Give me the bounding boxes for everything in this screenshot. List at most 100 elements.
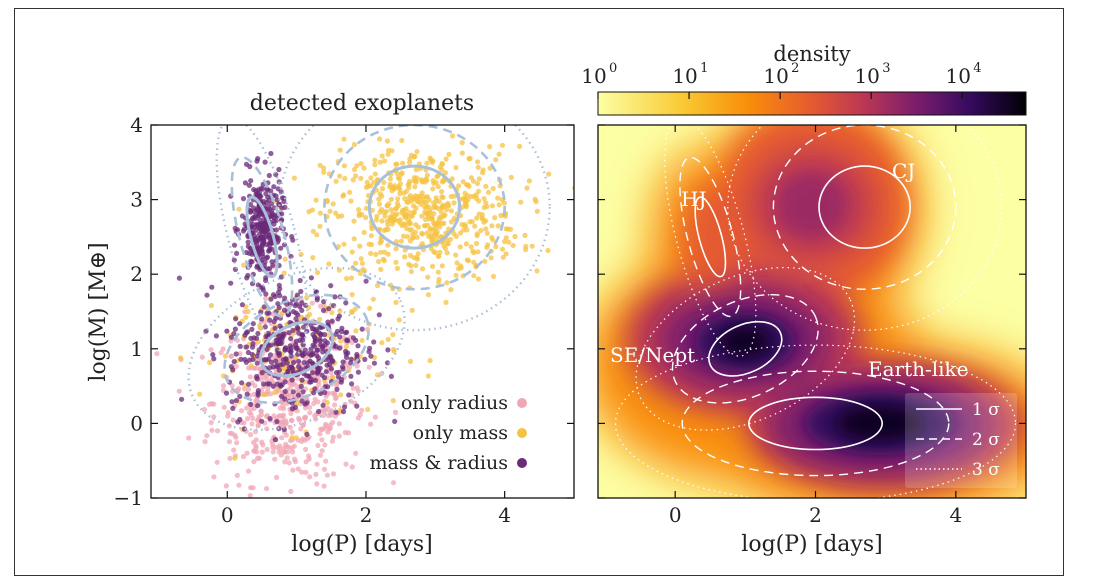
scatter-point	[495, 223, 501, 229]
scatter-point	[267, 365, 273, 371]
scatter-point	[349, 464, 355, 470]
scatter-point	[247, 201, 254, 208]
scatter-point	[290, 389, 296, 395]
scatter-point	[263, 275, 269, 281]
scatter-point	[501, 238, 508, 245]
scatter-point	[433, 195, 439, 201]
scatter-point	[245, 272, 251, 279]
scatter-point	[239, 380, 245, 386]
scatter-point	[312, 386, 318, 392]
scatter-point	[479, 215, 485, 221]
label-SE-Nept: SE/Nept	[610, 343, 695, 367]
scatter-point	[337, 147, 343, 153]
scatter-point	[393, 299, 399, 305]
scatter-point	[341, 404, 348, 410]
scatter-point	[232, 432, 238, 438]
scatter-point	[240, 228, 246, 234]
scatter-point	[298, 438, 305, 445]
scatter-point	[309, 207, 315, 213]
scatter-point	[459, 140, 465, 146]
scatter-point	[236, 482, 242, 488]
scatter-point	[506, 239, 512, 245]
scatter-point	[268, 150, 274, 157]
scatter-point	[256, 212, 262, 218]
scatter-point	[278, 274, 284, 280]
scatter-point	[351, 141, 357, 148]
scatter-point	[245, 239, 251, 245]
scatter-point	[387, 176, 393, 182]
scatter-point	[403, 206, 409, 212]
scatter-point	[448, 287, 454, 293]
scatter-point	[358, 256, 364, 262]
scatter-point	[243, 314, 249, 320]
scatter-point	[208, 302, 214, 309]
x-tick-label: 0	[221, 503, 234, 527]
scatter-point	[483, 183, 489, 189]
scatter-point	[354, 163, 360, 169]
scatter-point	[315, 442, 321, 449]
legend-only-radius: only radius	[401, 392, 508, 414]
scatter-point	[266, 197, 272, 203]
scatter-point	[319, 448, 325, 454]
scatter-point	[518, 199, 524, 205]
left-panel: detected exoplanets 0 2 4 −1 0 1 2 3 4 log(P) [d…	[86, 91, 575, 557]
scatter-point	[300, 389, 306, 395]
scatter-point	[456, 183, 462, 189]
sigma-ellipse-1	[747, 396, 883, 451]
scatter-point	[283, 432, 289, 438]
scatter-point	[253, 221, 260, 227]
sigma-ellipse-3	[635, 266, 856, 431]
scatter-point	[430, 263, 436, 269]
scatter-point	[322, 342, 328, 348]
scatter-point	[361, 165, 367, 171]
scatter-point	[240, 196, 247, 202]
legend-mass-radius: mass & radius	[370, 452, 508, 474]
scatter-point	[317, 223, 323, 229]
legend-3-sigma: 3 σ	[972, 460, 1000, 480]
scatter-point	[397, 217, 403, 223]
scatter-point	[283, 356, 289, 362]
scatter-point	[186, 435, 192, 441]
scatter-point	[488, 255, 494, 261]
scatter-point	[339, 328, 345, 335]
sigma-ellipse-1	[818, 165, 911, 249]
scatter-point	[406, 181, 412, 187]
scatter-point	[410, 203, 417, 209]
scatter-point	[344, 337, 350, 343]
scatter-point	[298, 288, 304, 295]
scatter-point	[208, 347, 214, 353]
scatter-point	[393, 259, 399, 265]
scatter-point	[394, 200, 400, 206]
scatter-point	[428, 246, 434, 252]
scatter-point	[359, 260, 365, 266]
scatter-point	[433, 236, 439, 242]
scatter-point	[368, 233, 374, 239]
scatter-point	[330, 419, 336, 425]
scatter-point	[463, 182, 470, 188]
scatter-point	[340, 359, 346, 365]
scatter-point	[296, 364, 302, 370]
scatter-point	[436, 280, 442, 286]
scatter-point	[307, 379, 313, 385]
scatter-point	[264, 242, 270, 248]
scatter-point	[371, 179, 377, 186]
scatter-point	[283, 345, 289, 351]
scatter-point	[474, 215, 480, 221]
scatter-point	[474, 231, 480, 237]
scatter-point	[235, 227, 241, 233]
scatter-point	[276, 340, 282, 347]
legend-2-sigma: 2 σ	[972, 430, 1000, 450]
scatter-point	[450, 133, 456, 139]
scatter-point	[251, 208, 257, 215]
legend-1-sigma: 1 σ	[972, 400, 1000, 420]
scatter-point	[312, 377, 318, 383]
scatter-point	[373, 251, 379, 257]
scatter-point	[411, 209, 417, 216]
scatter-point	[473, 192, 479, 198]
scatter-point	[248, 432, 254, 438]
scatter-point	[431, 200, 437, 206]
scatter-point	[366, 364, 372, 370]
scatter-point	[462, 222, 468, 228]
scatter-point	[253, 188, 259, 194]
scatter-point	[264, 254, 270, 260]
